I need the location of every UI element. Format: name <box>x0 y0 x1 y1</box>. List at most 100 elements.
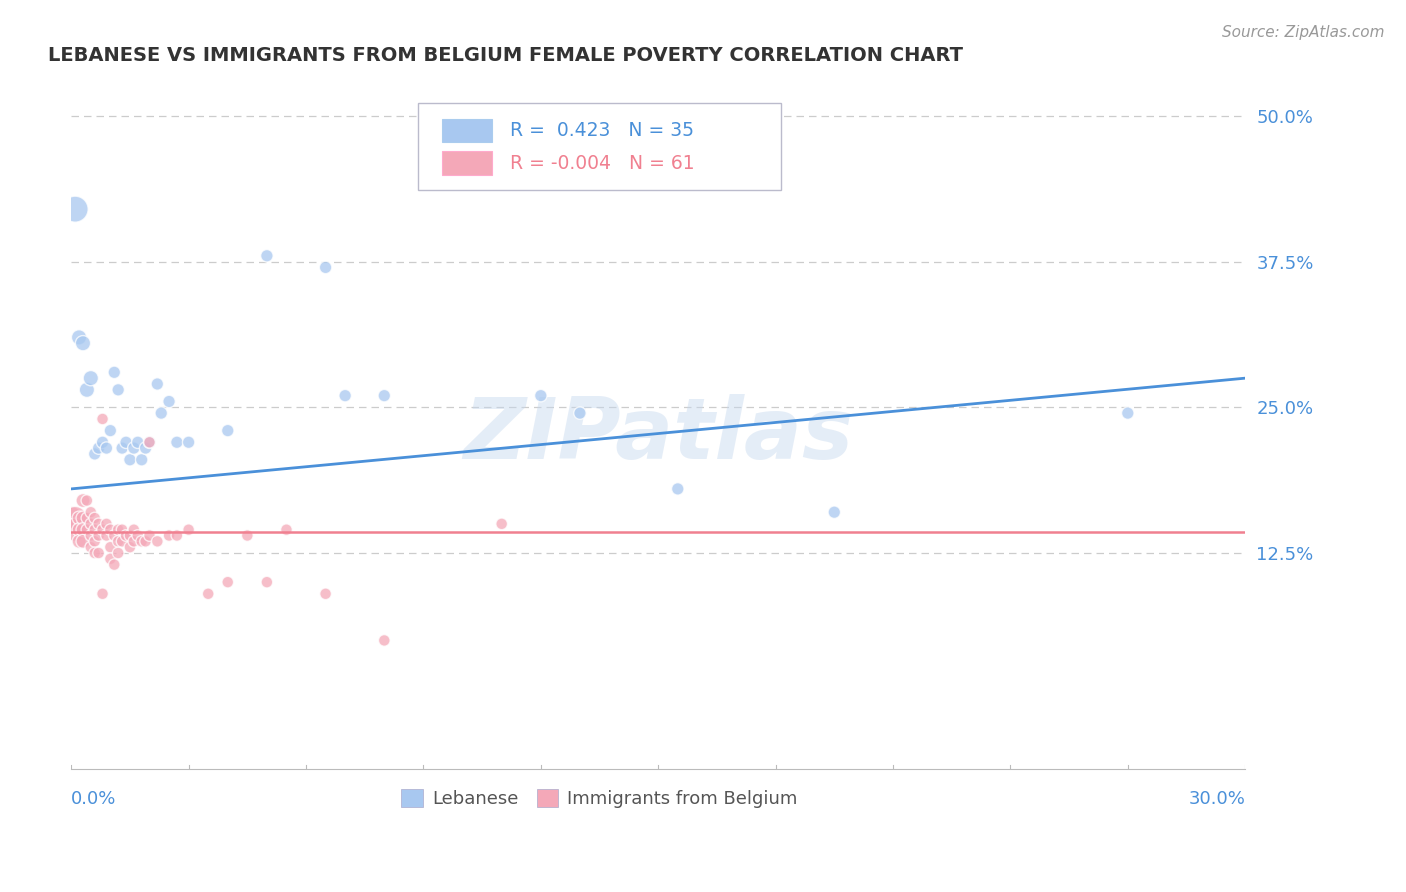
Point <box>63 202 86 216</box>
Point <box>72 511 94 525</box>
Point <box>63 511 86 525</box>
Point <box>115 528 138 542</box>
Point <box>76 493 98 508</box>
Point <box>100 523 122 537</box>
Text: 30.0%: 30.0% <box>1188 789 1246 807</box>
Point <box>373 633 395 648</box>
Point <box>197 587 219 601</box>
Point <box>177 435 200 450</box>
Point <box>568 406 591 420</box>
Point <box>823 505 845 519</box>
Point <box>96 441 118 455</box>
Point <box>138 435 160 450</box>
Point <box>135 534 157 549</box>
Point <box>315 587 337 601</box>
Point <box>256 575 278 590</box>
Point <box>127 528 149 542</box>
Point <box>315 260 337 275</box>
Point <box>80 371 103 385</box>
Point <box>87 546 110 560</box>
Point <box>146 534 169 549</box>
Point <box>60 511 83 525</box>
Point <box>72 534 94 549</box>
Point <box>111 523 134 537</box>
Point <box>131 452 153 467</box>
Point <box>87 528 110 542</box>
Point <box>122 523 145 537</box>
Point <box>276 523 298 537</box>
Point <box>87 441 110 455</box>
Point <box>146 376 169 391</box>
FancyBboxPatch shape <box>418 103 782 189</box>
Point <box>157 528 180 542</box>
Point <box>72 336 94 351</box>
Point <box>333 389 356 403</box>
Point <box>103 528 125 542</box>
Point <box>100 424 122 438</box>
Point <box>177 523 200 537</box>
Point <box>83 447 105 461</box>
Point <box>67 523 90 537</box>
Text: Source: ZipAtlas.com: Source: ZipAtlas.com <box>1222 25 1385 40</box>
Point <box>131 534 153 549</box>
Point <box>87 516 110 531</box>
Point <box>76 511 98 525</box>
Point <box>127 435 149 450</box>
Point <box>80 540 103 554</box>
Point <box>67 511 90 525</box>
Point <box>236 528 259 542</box>
Point <box>122 441 145 455</box>
FancyBboxPatch shape <box>443 119 492 143</box>
Point <box>491 516 513 531</box>
Point <box>63 523 86 537</box>
Point <box>157 394 180 409</box>
Point <box>91 435 114 450</box>
Point <box>118 452 141 467</box>
Point <box>150 406 173 420</box>
Point <box>96 516 118 531</box>
Point <box>83 534 105 549</box>
Text: LEBANESE VS IMMIGRANTS FROM BELGIUM FEMALE POVERTY CORRELATION CHART: LEBANESE VS IMMIGRANTS FROM BELGIUM FEMA… <box>48 46 963 65</box>
Point <box>217 575 239 590</box>
Point <box>122 534 145 549</box>
Point <box>91 412 114 426</box>
Point <box>67 330 90 344</box>
Text: R = -0.004   N = 61: R = -0.004 N = 61 <box>510 153 695 173</box>
Point <box>666 482 689 496</box>
Point <box>80 505 103 519</box>
Point <box>100 551 122 566</box>
Point <box>1116 406 1139 420</box>
Point <box>135 441 157 455</box>
Point <box>80 516 103 531</box>
Point <box>107 523 129 537</box>
Legend: Lebanese, Immigrants from Belgium: Lebanese, Immigrants from Belgium <box>394 781 804 815</box>
Point <box>115 435 138 450</box>
Point <box>83 546 105 560</box>
FancyBboxPatch shape <box>443 152 492 175</box>
Point <box>217 424 239 438</box>
Point <box>166 435 188 450</box>
Point <box>76 523 98 537</box>
Point <box>80 528 103 542</box>
Point <box>83 523 105 537</box>
Point <box>166 528 188 542</box>
Point <box>107 534 129 549</box>
Point <box>103 558 125 572</box>
Point <box>83 511 105 525</box>
Point <box>72 523 94 537</box>
Point <box>138 528 160 542</box>
Point <box>107 383 129 397</box>
Point <box>107 546 129 560</box>
Point <box>118 540 141 554</box>
Point <box>91 587 114 601</box>
Point <box>67 534 90 549</box>
Point <box>256 249 278 263</box>
Point <box>530 389 553 403</box>
Point <box>138 435 160 450</box>
Point <box>118 528 141 542</box>
Text: ZIPatlas: ZIPatlas <box>463 394 853 477</box>
Point <box>111 534 134 549</box>
Point <box>373 389 395 403</box>
Point <box>103 365 125 379</box>
Point <box>76 383 98 397</box>
